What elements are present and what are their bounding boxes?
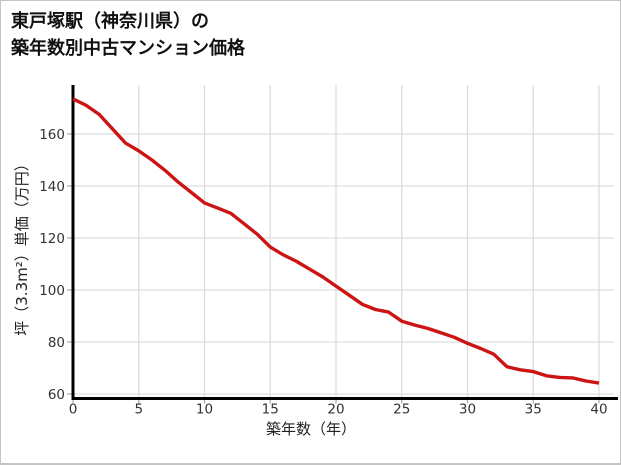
y-tick-label: 120	[39, 231, 65, 247]
y-axis-label: 坪（3.3m²）単価（万円）	[13, 156, 31, 335]
y-tick-label: 80	[48, 335, 65, 351]
x-tick-label: 30	[459, 402, 476, 418]
gridlines	[72, 85, 614, 399]
axis-spines	[71, 85, 618, 400]
tick-labels: 0 5 10 15 20 25 30 35 40 60 80 100 120 140 160	[39, 127, 607, 418]
price-trend-line	[72, 97, 600, 385]
x-tick-label: 15	[262, 402, 279, 418]
chart-title: 東戸塚駅（神奈川県）の 築年数別中古マンション価格	[11, 8, 245, 62]
x-tick-label: 35	[525, 402, 542, 418]
x-tick-label: 0	[69, 402, 78, 418]
chart-title-line2: 築年数別中古マンション価格	[11, 38, 245, 59]
price-line	[72, 97, 600, 385]
y-tick-label: 60	[48, 387, 65, 403]
x-tick-label: 40	[590, 402, 607, 418]
y-tick-label: 160	[39, 127, 65, 143]
x-tick-label: 5	[134, 402, 143, 418]
chart-title-line1: 東戸塚駅（神奈川県）の	[11, 11, 209, 32]
x-tick-label: 25	[393, 402, 410, 418]
x-tick-label: 20	[327, 402, 344, 418]
y-tick-label: 140	[39, 179, 65, 195]
x-axis-label: 築年数（年）	[266, 420, 356, 438]
x-tick-label: 10	[196, 402, 213, 418]
y-tick-label: 100	[39, 283, 65, 299]
axis-ticks	[67, 133, 600, 404]
